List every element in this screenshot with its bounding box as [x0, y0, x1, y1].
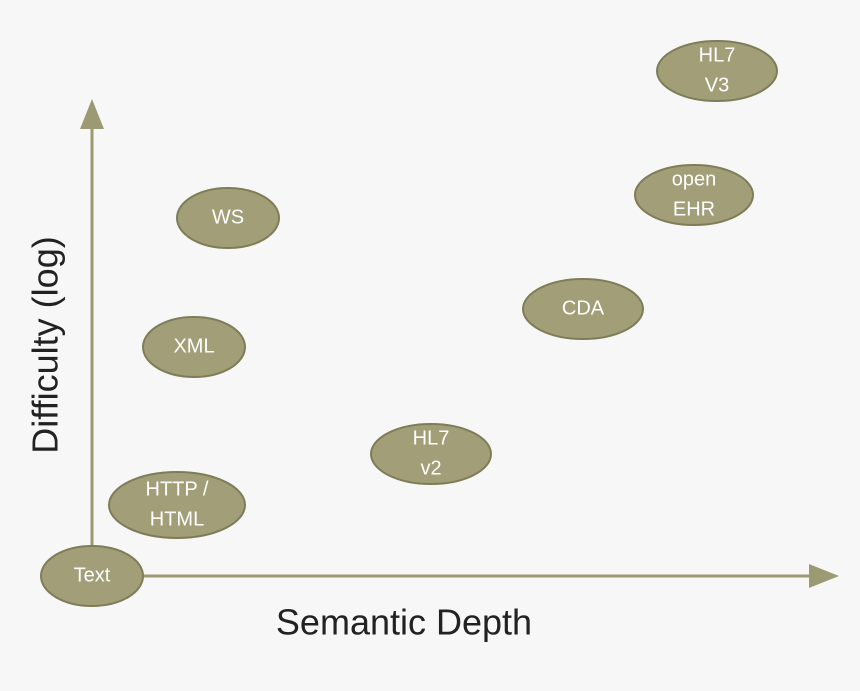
node-label: XML — [173, 335, 214, 357]
node-label: HL7 — [699, 44, 736, 66]
node-label: HL7 — [413, 427, 450, 449]
node-label: HTML — [150, 508, 204, 530]
node: XML — [142, 316, 246, 378]
node-shape — [656, 40, 778, 102]
node-shape — [108, 471, 246, 539]
x-axis-label: Semantic Depth — [276, 602, 532, 643]
node-label: v2 — [420, 457, 441, 479]
node-shape — [176, 187, 280, 249]
node: CDA — [522, 278, 644, 340]
node-label: Text — [74, 564, 111, 586]
node-label: HTTP / — [146, 478, 209, 500]
node: Text — [40, 545, 144, 607]
y-axis-label: Difficulty (log) — [25, 236, 66, 453]
node-shape — [522, 278, 644, 340]
node-label: CDA — [562, 297, 605, 319]
node-label: EHR — [673, 198, 715, 220]
node: open EHR — [634, 164, 754, 226]
node-shape — [370, 423, 492, 485]
node-label: V3 — [705, 74, 729, 96]
node-label: WS — [212, 206, 244, 228]
node-shape — [634, 164, 754, 226]
node-shape — [40, 545, 144, 607]
node-shape — [142, 316, 246, 378]
node: WS — [176, 187, 280, 249]
node-label: open — [672, 168, 717, 190]
node: HTTP / HTML — [108, 471, 246, 539]
